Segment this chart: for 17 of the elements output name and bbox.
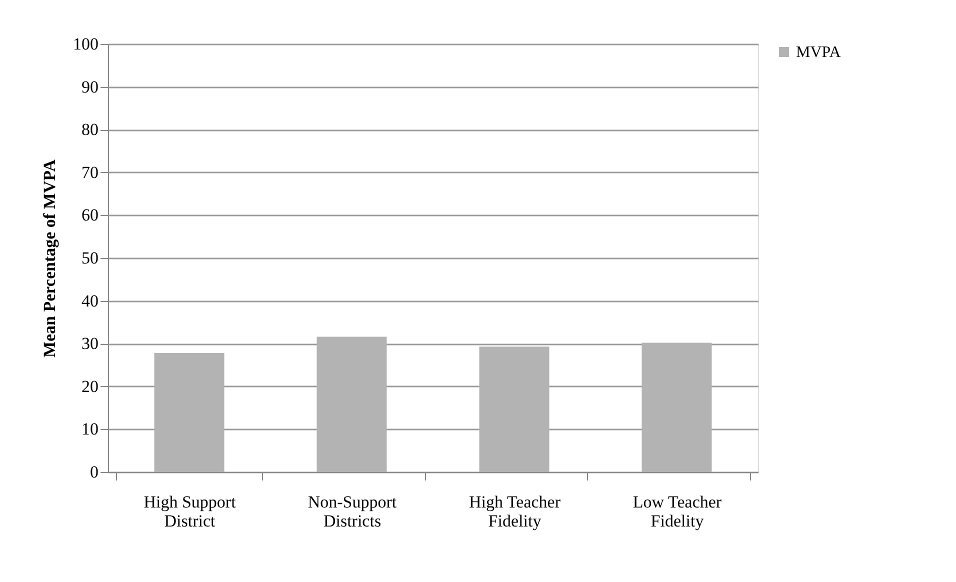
x-tick-label: Low Teacher Fidelity: [632, 492, 722, 530]
y-tick-label: 70: [82, 162, 98, 182]
legend-label: MVPA: [796, 44, 842, 61]
x-tick-label: High Teacher Fidelity: [469, 492, 561, 530]
y-tick-label: 80: [82, 120, 98, 140]
y-tick-label: 60: [82, 206, 98, 225]
y-axis-title: Mean Percentage of MVPA: [40, 158, 59, 358]
y-tick-label: 40: [82, 291, 98, 310]
y-tick-label: 20: [82, 376, 98, 396]
x-tick-label: High Support District: [144, 492, 236, 530]
y-tick-label: 50: [82, 248, 98, 268]
y-tick-label: 100: [73, 34, 98, 54]
y-tick-label: 10: [82, 420, 98, 439]
y-tick-label: 0: [90, 462, 98, 482]
y-tick-label: 30: [82, 334, 98, 354]
y-tick-label: 90: [82, 77, 98, 96]
x-tick-label: Non-Support Districts: [308, 492, 397, 530]
